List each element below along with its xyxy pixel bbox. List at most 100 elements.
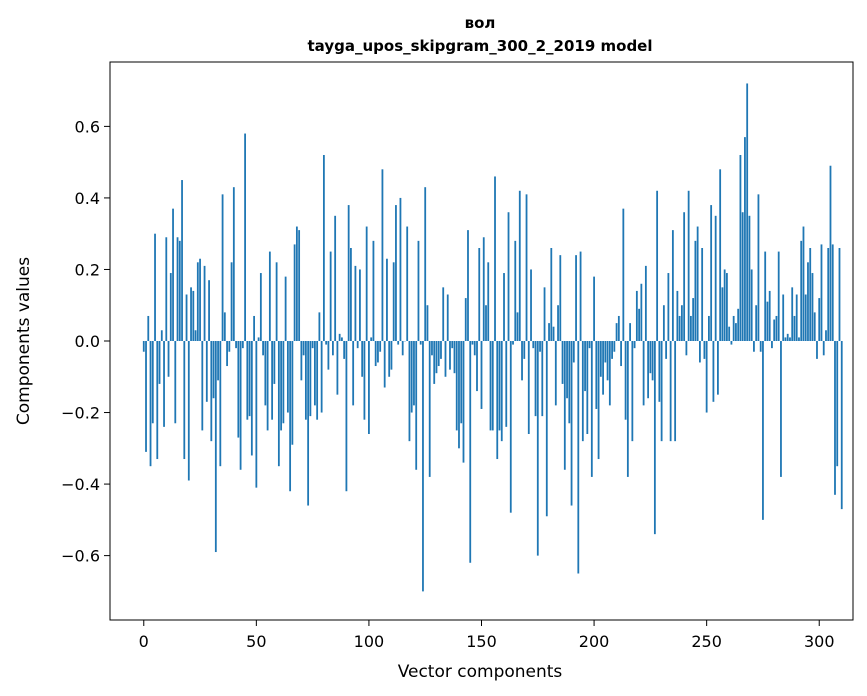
- bar-75: [311, 341, 314, 349]
- bar-189: [568, 341, 571, 424]
- bar-218: [633, 341, 636, 349]
- bar-178: [543, 287, 546, 341]
- bar-265: [739, 155, 742, 341]
- bar-272: [755, 305, 758, 341]
- bar-82: [327, 341, 330, 370]
- bar-12: [169, 273, 172, 341]
- bar-228: [656, 190, 659, 341]
- bar-183: [554, 341, 557, 406]
- bar-188: [566, 341, 568, 399]
- bar-20: [187, 341, 190, 481]
- bar-30: [210, 341, 213, 442]
- bar-28: [205, 341, 208, 402]
- bar-275: [762, 341, 764, 520]
- bar-164: [512, 341, 514, 345]
- bar-155: [491, 341, 494, 431]
- bar-251: [708, 315, 710, 341]
- bar-121: [415, 341, 418, 470]
- bar-299: [816, 341, 818, 359]
- bar-6: [156, 341, 159, 460]
- bar-266: [741, 212, 744, 341]
- bar-300: [818, 298, 821, 341]
- bar-151: [482, 237, 485, 341]
- bar-99: [365, 226, 368, 341]
- bar-254: [714, 215, 717, 341]
- bar-48: [250, 341, 253, 456]
- chart-title: вол: [465, 14, 496, 32]
- bar-211: [617, 315, 620, 341]
- bar-91: [347, 205, 350, 341]
- bar-87: [338, 333, 341, 341]
- bar-287: [789, 337, 791, 341]
- bar-45: [244, 133, 246, 341]
- bar-288: [791, 287, 794, 341]
- bar-217: [631, 341, 634, 442]
- bar-224: [647, 341, 650, 399]
- bar-259: [726, 273, 728, 341]
- bar-306: [831, 244, 834, 341]
- bar-199: [590, 341, 593, 477]
- bar-208: [611, 341, 613, 359]
- bar-67: [293, 244, 296, 341]
- bar-14: [174, 341, 177, 424]
- bar-214: [624, 341, 627, 420]
- bar-182: [552, 326, 555, 341]
- bar-27: [203, 265, 206, 341]
- bar-101: [370, 337, 373, 341]
- bar-231: [662, 305, 665, 341]
- bar-76: [313, 341, 316, 406]
- bar-180: [548, 323, 550, 341]
- bar-216: [629, 323, 631, 341]
- y-tick-label: 0.0: [75, 332, 100, 351]
- bar-234: [669, 341, 672, 442]
- bar-77: [316, 341, 319, 420]
- bar-112: [395, 205, 397, 341]
- x-tick-label: 300: [804, 632, 835, 651]
- bar-222: [642, 341, 645, 406]
- bar-130: [435, 341, 438, 374]
- bar-256: [719, 169, 722, 341]
- bar-292: [800, 240, 803, 341]
- bar-96: [359, 269, 361, 341]
- bar-161: [505, 341, 508, 427]
- bar-239: [680, 305, 683, 341]
- x-tick-label: 200: [579, 632, 610, 651]
- bar-290: [795, 294, 798, 341]
- bar-206: [606, 341, 609, 381]
- bar-36: [223, 312, 226, 341]
- bar-277: [766, 301, 769, 341]
- bar-3: [149, 341, 152, 467]
- bar-125: [424, 187, 427, 341]
- bar-66: [291, 341, 294, 445]
- bar-235: [671, 230, 674, 341]
- bar-264: [737, 308, 740, 341]
- y-axis-label: Components values: [14, 257, 34, 425]
- bar-153: [487, 262, 490, 341]
- bar-212: [620, 341, 622, 367]
- bar-278: [768, 290, 771, 341]
- bar-237: [676, 290, 679, 341]
- bar-122: [417, 240, 420, 341]
- bar-293: [802, 226, 805, 341]
- bar-29: [208, 280, 210, 341]
- bar-258: [723, 269, 726, 341]
- bar-113: [397, 341, 400, 345]
- bar-110: [390, 341, 393, 370]
- bar-143: [464, 298, 467, 341]
- bar-191: [572, 341, 575, 363]
- bar-5: [154, 233, 156, 341]
- bar-296: [809, 248, 812, 341]
- bar-132: [440, 341, 442, 359]
- bar-119: [410, 341, 413, 413]
- bar-89: [343, 341, 346, 359]
- bar-11: [167, 341, 170, 377]
- bar-115: [401, 341, 404, 356]
- bar-32: [214, 341, 217, 553]
- bar-131: [437, 341, 440, 367]
- bar-33: [217, 341, 219, 381]
- bar-140: [458, 341, 460, 449]
- bar-107: [383, 341, 386, 388]
- bar-50: [255, 341, 258, 488]
- bar-308: [836, 341, 839, 467]
- bar-70: [300, 341, 303, 381]
